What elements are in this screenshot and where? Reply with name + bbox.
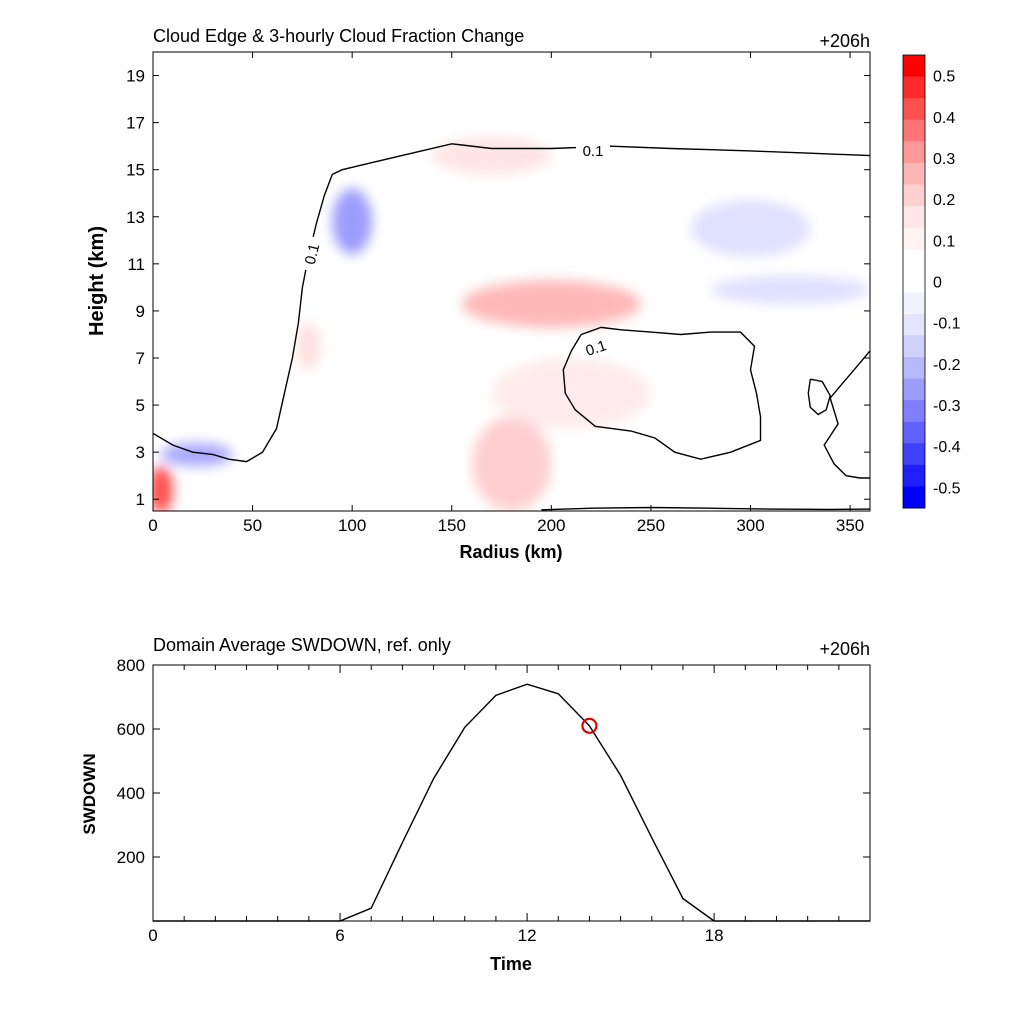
colorbar-swatch xyxy=(903,270,925,293)
contour-label-inner: 0.1 xyxy=(584,337,609,360)
anomaly-blob-1 xyxy=(160,442,233,467)
bottom-y-axis-label: SWDOWN xyxy=(80,753,99,834)
top-y-tick-label: 11 xyxy=(127,255,145,274)
bottom-x-tick-label: 0 xyxy=(148,926,157,945)
cloud-edge-right xyxy=(823,350,870,479)
cloud-fraction-panel: Cloud Edge & 3-hourly Cloud Fraction Cha… xyxy=(86,26,961,562)
bottom-chart-title: Domain Average SWDOWN, ref. only xyxy=(153,635,451,655)
top-x-tick-label: 150 xyxy=(438,516,466,535)
top-y-tick-label: 3 xyxy=(136,443,145,462)
top-y-tick-label: 19 xyxy=(126,67,145,86)
colorbar-label: -0.3 xyxy=(933,398,961,415)
bottom-plot-frame xyxy=(152,664,871,922)
colorbar-swatch xyxy=(903,400,925,423)
bottom-y-tick-label: 600 xyxy=(117,720,145,739)
top-plot-frame xyxy=(152,51,871,512)
anomaly-blob-4 xyxy=(431,136,552,175)
anomaly-blob-2 xyxy=(332,188,373,255)
colorbar-swatch xyxy=(903,55,925,78)
cloud-edge-lower-region xyxy=(562,326,762,460)
top-y-tick-label: 5 xyxy=(136,396,145,415)
bottom-x-tick-label: 18 xyxy=(705,926,724,945)
top-x-tick-label: 200 xyxy=(537,516,565,535)
colorbar-label: 0.3 xyxy=(933,151,955,168)
colorbar-swatch xyxy=(903,443,925,466)
colorbar-swatch xyxy=(903,378,925,401)
anomaly-blob-0 xyxy=(153,466,173,511)
swdown-series-line xyxy=(153,683,870,922)
top-x-axis-label: Radius (km) xyxy=(459,542,562,562)
colorbar-swatch xyxy=(903,486,925,509)
colorbar-label: -0.5 xyxy=(933,480,961,497)
contour-label-top: 0.1 xyxy=(583,143,604,160)
anomaly-layer xyxy=(153,136,870,511)
bottom-y-tick-label: 200 xyxy=(117,848,145,867)
colorbar: 0.5 0.4 0.3 0.2 0.1 0 -0.1 -0.2 -0.3 -0.4 -0.5 xyxy=(902,54,961,509)
top-y-tick-label: 15 xyxy=(126,161,145,180)
top-x-tick-label: 300 xyxy=(736,516,764,535)
colorbar-swatch xyxy=(903,335,925,358)
colorbar-swatch xyxy=(903,184,925,207)
top-x-axis: 0 50 100 150 200 250 300 350 xyxy=(148,52,864,535)
top-y-tick-label: 1 xyxy=(136,490,145,509)
bottom-x-tick-label: 6 xyxy=(335,926,344,945)
colorbar-label: 0.5 xyxy=(933,69,955,86)
top-y-tick-label: 9 xyxy=(136,302,145,321)
swdown-panel: Domain Average SWDOWN, ref. only +206h 0… xyxy=(80,635,871,974)
bottom-x-axis: 0 6 12 18 xyxy=(148,665,871,945)
colorbar-swatch xyxy=(903,357,925,380)
colorbar-swatch xyxy=(903,76,925,99)
anomaly-blob-8 xyxy=(296,322,321,370)
colorbar-swatch xyxy=(903,206,925,229)
colorbar-label: -0.2 xyxy=(933,357,961,374)
colorbar-label: -0.1 xyxy=(933,316,961,333)
colorbar-label: -0.4 xyxy=(933,439,961,456)
top-x-tick-label: 0 xyxy=(148,516,157,535)
contour-labels: 0.1 0.1 0.1 xyxy=(298,141,615,361)
colorbar-swatch xyxy=(903,249,925,272)
contour-label-left: 0.1 xyxy=(302,242,324,266)
colorbar-swatch xyxy=(903,162,925,185)
colorbar-swatch xyxy=(903,464,925,487)
cloud-edge-bottom xyxy=(541,506,870,511)
colorbar-label: 0 xyxy=(933,275,942,292)
anomaly-blob-3 xyxy=(461,280,641,328)
top-y-tick-label: 17 xyxy=(126,114,145,133)
colorbar-swatch xyxy=(903,119,925,142)
top-y-axis-label: Height (km) xyxy=(86,226,108,336)
anomaly-blob-5 xyxy=(471,416,552,511)
colorbar-label: 0.2 xyxy=(933,192,955,209)
top-x-tick-label: 50 xyxy=(243,516,262,535)
cloud-edge-small-ring xyxy=(807,378,831,416)
top-y-tick-label: 13 xyxy=(126,208,145,227)
colorbar-swatch xyxy=(903,98,925,121)
anomaly-blob-7 xyxy=(710,275,870,304)
anomaly-blob-6 xyxy=(690,200,811,257)
bottom-y-tick-label: 800 xyxy=(117,656,145,675)
colorbar-swatch xyxy=(903,141,925,164)
colorbar-swatch xyxy=(903,421,925,444)
colorbar-swatch xyxy=(903,292,925,315)
top-time-label: +206h xyxy=(819,31,870,51)
colorbar-label: 0.4 xyxy=(933,110,955,127)
anomaly-blob-9 xyxy=(491,358,651,429)
current-time-marker xyxy=(581,717,598,734)
top-x-tick-label: 100 xyxy=(338,516,366,535)
colorbar-frame xyxy=(902,54,926,509)
bottom-x-axis-label: Time xyxy=(490,954,532,974)
top-x-tick-label: 250 xyxy=(637,516,665,535)
colorbar-swatch xyxy=(903,227,925,250)
top-chart-title: Cloud Edge & 3-hourly Cloud Fraction Cha… xyxy=(153,26,524,46)
bottom-time-label: +206h xyxy=(819,639,870,659)
colorbar-swatch xyxy=(903,313,925,336)
top-x-tick-label: 350 xyxy=(836,516,864,535)
bottom-x-tick-label: 12 xyxy=(518,926,537,945)
top-y-tick-label: 7 xyxy=(136,349,145,368)
bottom-y-tick-label: 400 xyxy=(117,784,145,803)
colorbar-label: 0.1 xyxy=(933,233,955,250)
bottom-y-axis: 200 400 600 800 xyxy=(117,656,870,867)
